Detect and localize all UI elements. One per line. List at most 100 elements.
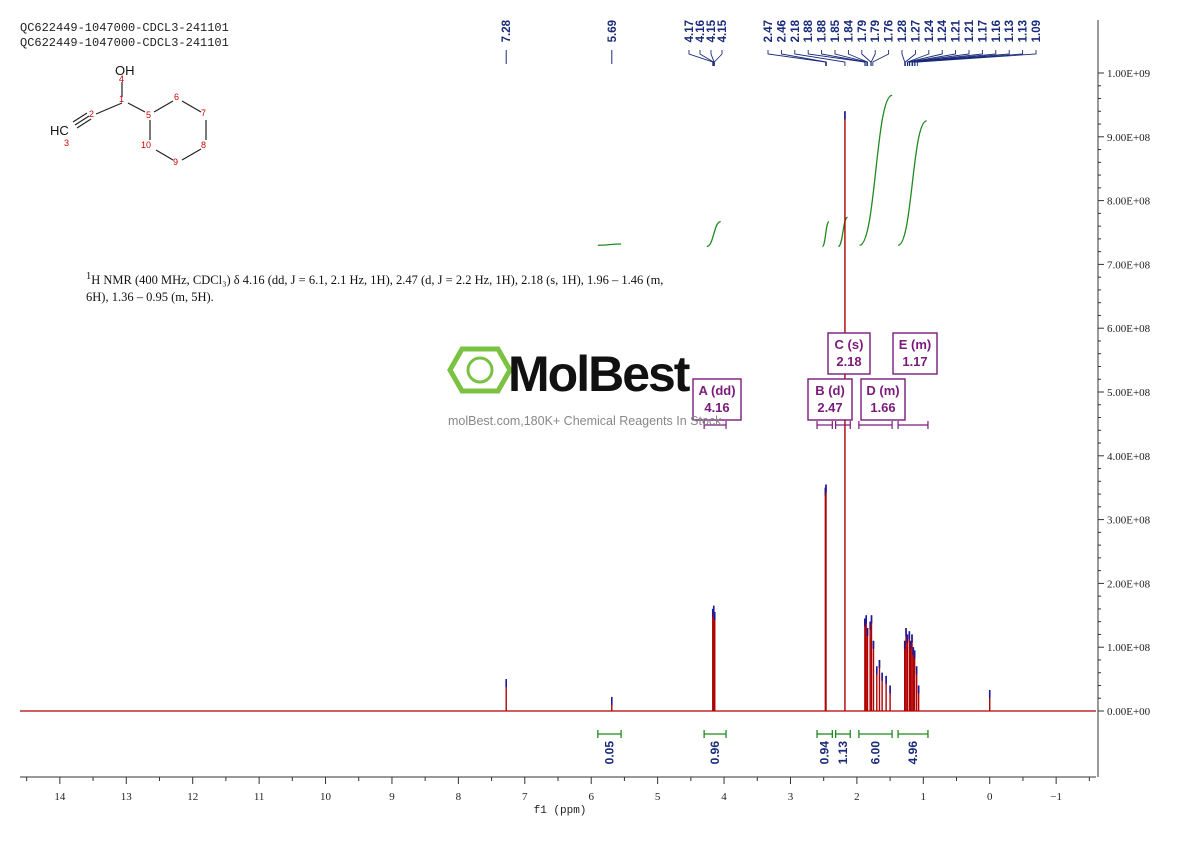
sample-id-line-1: QC622449-1047000-CDCL3-241101: [20, 21, 229, 35]
peak-label: 1.16: [991, 20, 1003, 42]
y-tick-label: 9.00E+08: [1107, 132, 1151, 144]
integral-curve: [597, 243, 622, 246]
atom-number-1: 1: [119, 94, 124, 104]
multiplet-box: [807, 378, 853, 421]
peak-label: 1.21: [964, 19, 976, 42]
atom-number-8: 8: [201, 140, 206, 150]
x-tick-label: 12: [187, 791, 198, 803]
peak-label: 1.85: [830, 19, 842, 42]
peak-label: 1.21: [951, 19, 963, 42]
y-tick-label: 1.00E+08: [1107, 642, 1151, 654]
x-tick-label: 10: [320, 791, 332, 803]
x-tick-label: 7: [522, 791, 528, 803]
peak-label: 7.28: [501, 19, 513, 42]
peak-label-leader: [870, 50, 876, 66]
x-tick-label: 0: [987, 791, 993, 803]
peak-label: 2.46: [776, 20, 788, 42]
peak-label: 1.28: [897, 19, 909, 42]
peak-label: 1.84: [843, 19, 855, 42]
integral-value: 0.05: [602, 741, 616, 765]
hc-label: HC: [50, 123, 69, 138]
peak-label: 1.88: [817, 19, 829, 42]
peak-label-leader: [872, 50, 890, 66]
peak-label: 1.13: [1018, 20, 1030, 42]
brand-name: MolBest: [508, 346, 690, 402]
multiplet-type: C (s): [835, 337, 864, 352]
peak-label: 4.16: [695, 20, 707, 42]
y-tick-label: 2.00E+08: [1107, 578, 1151, 590]
x-tick-label: 9: [389, 791, 395, 803]
y-tick-label: 7.00E+08: [1107, 259, 1151, 271]
y-tick-label: 8.00E+08: [1107, 196, 1151, 208]
multiplet-shift: 2.47: [817, 400, 842, 415]
peak-label-leader: [699, 50, 714, 66]
multiplet-shift: 2.18: [836, 354, 861, 369]
integral-curve: [821, 221, 830, 248]
y-tick-label: 6.00E+08: [1107, 323, 1151, 335]
x-axis-title: f1 (ppm): [534, 805, 587, 817]
peak-label: 1.13: [1004, 20, 1016, 42]
peak-label: 4.15: [717, 19, 729, 42]
peak-label: 1.79: [870, 20, 882, 42]
peak-label: 4.17: [684, 20, 696, 42]
integral-curve: [897, 120, 927, 246]
peak-label: 1.79: [857, 20, 869, 42]
peak-label-leader: [713, 50, 723, 66]
peak-label-leader: [904, 50, 916, 66]
y-tick-label: 1.00E+09: [1107, 68, 1151, 80]
peak-label: 5.69: [607, 20, 619, 42]
integral-value: 0.94: [818, 741, 832, 765]
multiplet-type: A (dd): [698, 383, 735, 398]
integral-curves: [597, 94, 927, 248]
multiplet-annotations: A (dd) 4.16 B (d) 2.47 C (s) 2.18 D (m) 1.66 E (…: [692, 332, 938, 429]
x-tick-label: 6: [588, 791, 594, 803]
chemical-structure: OH HC 1 2 3 4 5 6 7 8 9 10: [50, 63, 207, 167]
atom-number-10: 10: [141, 140, 151, 150]
integral-value: 1.13: [836, 741, 850, 765]
x-tick-label: 2: [854, 791, 860, 803]
x-tick-label: 4: [721, 791, 727, 803]
integral-curve: [859, 94, 893, 246]
isotope-superscript: 1: [86, 271, 92, 282]
x-tick-label: 14: [54, 791, 66, 803]
integral-value: 0.96: [708, 741, 722, 765]
integral-curve: [837, 216, 849, 248]
peak-label: 1.27: [910, 20, 922, 42]
brand-tagline: molBest.com,180K+ Chemical Reagents In S…: [448, 414, 725, 428]
y-tick-label: 3.00E+08: [1107, 515, 1151, 527]
atom-number-2: 2: [89, 109, 94, 119]
atom-number-9: 9: [173, 157, 178, 167]
peak-label-leader: [847, 50, 868, 66]
multiplet-shift: 1.66: [870, 400, 895, 415]
peak-label-leader: [909, 50, 970, 66]
peak-label-leader: [861, 50, 872, 66]
peak-label: 2.47: [763, 20, 775, 42]
x-tick-label: 13: [121, 791, 133, 803]
multiplet-type: E (m): [899, 337, 932, 352]
peak-label: 2.18: [790, 19, 802, 42]
peak-label-leader: [901, 50, 906, 66]
x-tick-label: 11: [254, 791, 265, 803]
multiplet-shift: 1.17: [902, 354, 927, 369]
chart-axes: 14 13 12 11 10 9 8 7 6 5 4 3 2 1 0 −1f1 (ppm)0.00E+001.…: [20, 20, 1151, 817]
y-tick-label: 4.00E+08: [1107, 451, 1151, 463]
peak-label: 1.24: [937, 19, 949, 42]
peak-label: 1.24: [924, 19, 936, 42]
peak-label: 1.88: [803, 19, 815, 42]
x-tick-label: −1: [1050, 791, 1062, 803]
peak-label-leader: [912, 50, 997, 66]
peak-label-leader: [780, 50, 827, 66]
peak-label-leader: [688, 50, 714, 66]
atom-number-4: 4: [119, 74, 124, 84]
multiplet-box: [827, 332, 871, 375]
peak-label-group: 7.28 5.69 4.17 4.16 4.15 4.15 2.47 2.46 2.18 1.88…: [501, 19, 1043, 66]
integral-value: 4.96: [906, 741, 920, 765]
integral-values: 0.05 0.96 0.94 1.13 6.00 4.96: [597, 730, 929, 765]
multiplet-type: D (m): [866, 383, 899, 398]
atom-number-5: 5: [146, 110, 151, 120]
multiplet-box: [892, 332, 938, 375]
peak-label-leader: [767, 50, 827, 66]
peak-label: 4.15: [706, 19, 718, 42]
atom-number-7: 7: [201, 108, 206, 118]
